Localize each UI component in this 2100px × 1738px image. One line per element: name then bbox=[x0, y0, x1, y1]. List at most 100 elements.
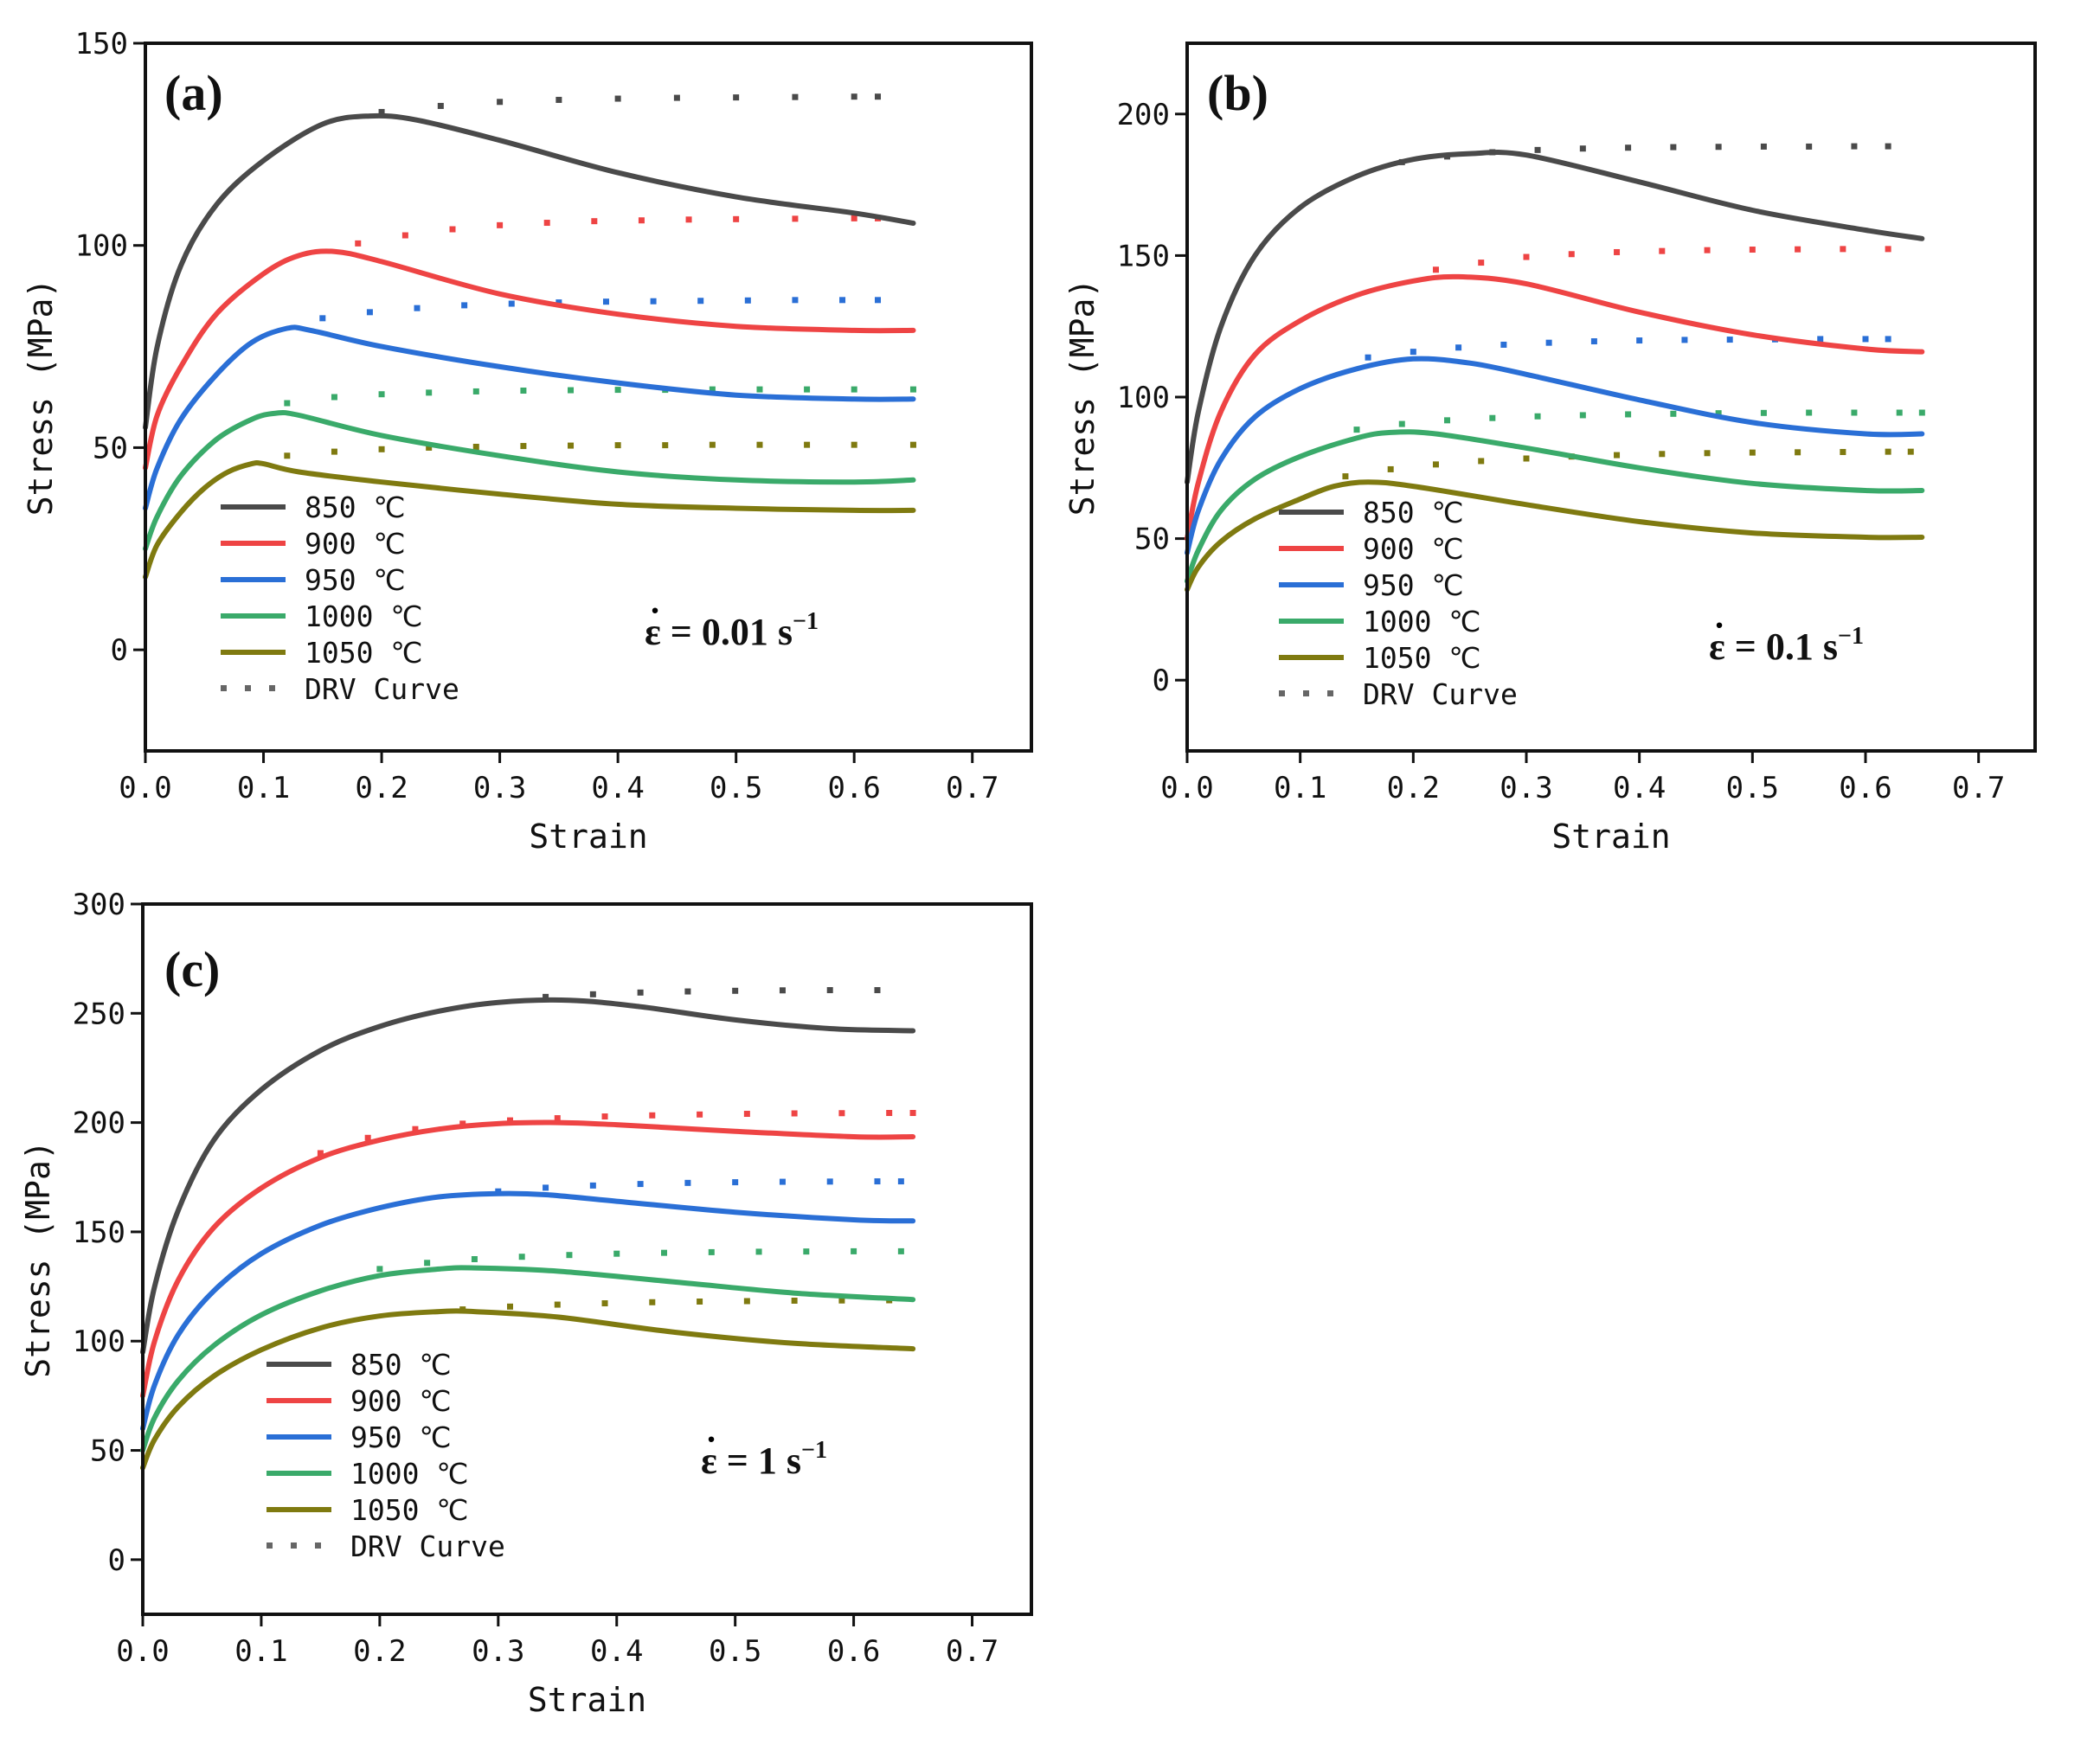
drv-dot-1000 bbox=[472, 388, 479, 394]
panel-label: (c) bbox=[164, 941, 220, 997]
drv-dot-950 bbox=[319, 315, 326, 322]
drv-dot-1000 bbox=[1760, 409, 1767, 416]
chart-panel-b: 0.0 0.1 0.2 0.3 0.4 0.5 0.6 0.7 0 50 100 150 200 (b)… bbox=[1063, 42, 2037, 856]
drv-dot-950 bbox=[1681, 337, 1688, 343]
drv-dot-1050 bbox=[1795, 449, 1801, 456]
drv-dot-1050 bbox=[554, 1301, 561, 1308]
strain-rate-label: · ε = 0.01 s−1 bbox=[645, 591, 819, 653]
drv-dot-900 bbox=[1704, 247, 1711, 253]
drv-dot-950 bbox=[732, 1179, 739, 1186]
drv-dot-850 bbox=[1579, 145, 1586, 152]
series-line-950 bbox=[140, 1190, 916, 1432]
series-line-900 bbox=[143, 248, 916, 471]
x-tick-label: 0.5 bbox=[1726, 771, 1779, 805]
plot-frame bbox=[1185, 42, 2037, 753]
drv-dot-1050 bbox=[506, 1303, 513, 1310]
x-tick-label: 0.7 bbox=[946, 771, 999, 805]
drv-dot-900 bbox=[733, 215, 740, 222]
legend-label-drv: DRV Curve bbox=[350, 1530, 505, 1563]
drv-dot-1000 bbox=[613, 1250, 620, 1257]
legend-label-950: 950 ℃ bbox=[350, 1421, 452, 1454]
drv-dot-1050 bbox=[1704, 450, 1711, 457]
drv-dot-1050 bbox=[791, 1297, 798, 1304]
drv-dot-850 bbox=[826, 987, 833, 994]
drv-dot-850 bbox=[1625, 144, 1632, 151]
drv-dot-1050 bbox=[851, 441, 857, 448]
drv-dot-900 bbox=[591, 218, 598, 225]
drv-dot-1050 bbox=[649, 1299, 656, 1305]
drv-dot-1050 bbox=[709, 441, 716, 448]
drv-dot-900 bbox=[791, 1110, 798, 1117]
y-tick-label: 0 bbox=[1153, 664, 1170, 698]
x-tick-label: 0.6 bbox=[1839, 771, 1891, 805]
series-line-1000 bbox=[140, 1265, 916, 1453]
legend-label-1050: 1050 ℃ bbox=[305, 636, 422, 670]
drv-dot-900 bbox=[685, 216, 692, 223]
y-tick-label: 150 bbox=[75, 27, 128, 61]
drv-dot-1000 bbox=[471, 1256, 478, 1262]
drv-dot-850 bbox=[378, 108, 385, 115]
y-tick-label: 100 bbox=[1117, 381, 1170, 415]
drv-dot-900 bbox=[497, 221, 504, 228]
x-tick-label: 0.2 bbox=[353, 1634, 406, 1669]
drv-dot-850 bbox=[1851, 143, 1858, 150]
drv-dot-900 bbox=[886, 1110, 893, 1117]
drv-dot-1050 bbox=[520, 443, 527, 450]
drv-dot-850 bbox=[779, 987, 786, 994]
drv-dot-1000 bbox=[1625, 411, 1632, 418]
drv-dot-850 bbox=[1760, 143, 1767, 150]
legend-label-850: 850 ℃ bbox=[305, 491, 406, 524]
series-line-1050 bbox=[140, 1308, 916, 1471]
rate-dot: · bbox=[705, 1420, 716, 1459]
drv-dot-900 bbox=[649, 1112, 656, 1119]
x-tick-label: 0.1 bbox=[1274, 771, 1326, 805]
series-line-1000 bbox=[143, 409, 916, 552]
strain-rate-text: ε = 0.01 s−1 bbox=[645, 608, 819, 653]
drv-dot-950 bbox=[1885, 336, 1891, 343]
x-tick-label: 0.6 bbox=[827, 1634, 880, 1669]
strain-rate-text: ε = 1 s−1 bbox=[701, 1437, 827, 1482]
drv-dot-900 bbox=[697, 1111, 703, 1118]
strain-rate-label: · ε = 1 s−1 bbox=[701, 1420, 827, 1482]
drv-dot-900 bbox=[459, 1120, 466, 1127]
drv-dot-1000 bbox=[1918, 409, 1925, 416]
drv-dot-1000 bbox=[378, 391, 385, 398]
drv-dot-1000 bbox=[518, 1254, 525, 1260]
drv-dot-1000 bbox=[1896, 409, 1903, 416]
drv-dot-900 bbox=[601, 1113, 608, 1120]
drv-dot-1050 bbox=[662, 442, 669, 449]
drv-dot-1050 bbox=[1478, 458, 1485, 465]
drv-dot-900 bbox=[1749, 247, 1756, 253]
drv-dot-1050 bbox=[743, 1298, 750, 1305]
drv-dot-850 bbox=[684, 988, 691, 995]
drv-dot-1000 bbox=[376, 1266, 383, 1273]
drv-dot-1000 bbox=[1489, 414, 1496, 421]
legend-label-900: 900 ℃ bbox=[350, 1384, 452, 1418]
drv-dot-850 bbox=[556, 96, 562, 103]
drv-dot-1000 bbox=[804, 386, 811, 393]
series-line-900 bbox=[140, 1119, 916, 1399]
drv-dot-1050 bbox=[756, 441, 763, 448]
drv-dot-1050 bbox=[331, 448, 337, 455]
drv-dot-950 bbox=[897, 1178, 904, 1185]
drv-dot-850 bbox=[851, 93, 857, 100]
y-tick-label: 300 bbox=[73, 888, 125, 922]
series-line-900 bbox=[1185, 273, 1925, 542]
drv-dot-1050 bbox=[1432, 461, 1439, 468]
series-line-850 bbox=[1185, 150, 1925, 485]
drv-dot-900 bbox=[1432, 266, 1439, 273]
y-tick-label: 0 bbox=[108, 1543, 125, 1578]
drv-dot-900 bbox=[554, 1115, 561, 1122]
drv-dot-1050 bbox=[1659, 451, 1666, 458]
legend-label-1000: 1000 ℃ bbox=[305, 600, 422, 633]
drv-dot-1000 bbox=[803, 1248, 810, 1255]
drv-dot-1000 bbox=[614, 387, 621, 394]
legend-label-1050: 1050 ℃ bbox=[350, 1493, 468, 1527]
drv-dot-850 bbox=[733, 94, 740, 101]
drv-dot-950 bbox=[839, 297, 846, 304]
legend-label-900: 900 ℃ bbox=[305, 527, 406, 561]
legend-label-900: 900 ℃ bbox=[1363, 532, 1464, 566]
x-axis-title: Strain bbox=[1551, 818, 1670, 856]
legend-swatch-drv-dot bbox=[315, 1542, 321, 1549]
